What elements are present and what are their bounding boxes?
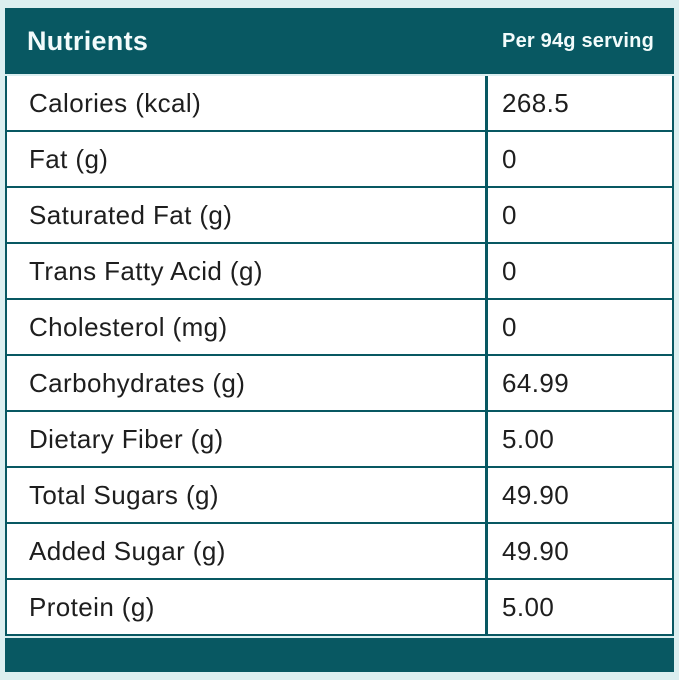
row-value: 0 (485, 244, 672, 298)
row-value: 5.00 (485, 412, 672, 466)
nutrition-table: Nutrients Per 94g serving Calories (kcal… (5, 8, 674, 672)
row-label: Trans Fatty Acid (g) (29, 255, 263, 286)
row-value: 5.00 (485, 580, 672, 634)
row-value: 64.99 (485, 356, 672, 410)
row-value: 0 (485, 188, 672, 242)
footer-bar (5, 638, 674, 672)
row-value: 0 (485, 132, 672, 186)
table-row: Protein (g) 5.00 (7, 580, 672, 634)
row-label: Calories (kcal) (29, 87, 202, 118)
table-row: Carbohydrates (g) 64.99 (7, 356, 672, 412)
table-row: Fat (g) 0 (7, 132, 672, 188)
row-label: Saturated Fat (g) (29, 199, 233, 230)
row-label: Cholesterol (mg) (29, 311, 228, 342)
row-label: Dietary Fiber (g) (29, 423, 224, 454)
table-row: Added Sugar (g) 49.90 (7, 524, 672, 580)
row-label: Carbohydrates (g) (29, 367, 246, 398)
table-row: Total Sugars (g) 49.90 (7, 468, 672, 524)
table-row: Dietary Fiber (g) 5.00 (7, 412, 672, 468)
header-body-divider (5, 74, 674, 76)
table-row: Trans Fatty Acid (g) 0 (7, 244, 672, 300)
table-title: Nutrients (27, 25, 149, 56)
row-label: Fat (g) (29, 143, 109, 174)
row-value: 49.90 (485, 524, 672, 578)
table-body: Calories (kcal) 268.5 Fat (g) 0 Saturated Fa… (5, 76, 674, 636)
table-row: Calories (kcal) 268.5 (7, 76, 672, 132)
table-header: Nutrients Per 94g serving (5, 8, 674, 74)
serving-size-label: Per 94g serving (502, 29, 654, 52)
row-value: 49.90 (485, 468, 672, 522)
row-label: Protein (g) (29, 591, 155, 622)
row-value: 268.5 (485, 76, 672, 130)
table-row: Cholesterol (mg) 0 (7, 300, 672, 356)
row-label: Added Sugar (g) (29, 535, 226, 566)
row-label: Total Sugars (g) (29, 479, 219, 510)
row-value: 0 (485, 300, 672, 354)
table-row: Saturated Fat (g) 0 (7, 188, 672, 244)
body-footer-divider (5, 636, 674, 638)
